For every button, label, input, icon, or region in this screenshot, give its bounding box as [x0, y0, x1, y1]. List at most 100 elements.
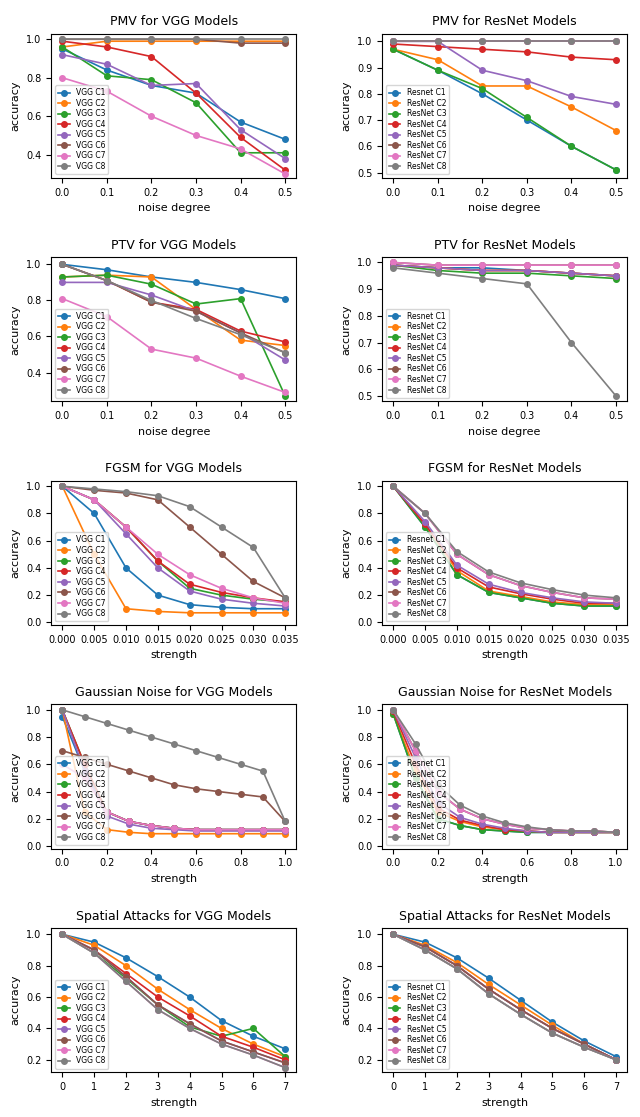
VGG C7 — [148, 343, 156, 356]
X-axis label: strength: strength — [150, 873, 197, 884]
VGG C7 — [154, 1003, 162, 1016]
Line: ResNet C3: ResNet C3 — [390, 932, 619, 1062]
ResNet C8 — [612, 591, 620, 604]
ResNet C6 — [548, 1022, 556, 1035]
ResNet C2 — [548, 1019, 556, 1032]
ResNet C2 — [453, 564, 461, 577]
Title: FGSM for VGG Models: FGSM for VGG Models — [105, 462, 243, 476]
VGG C1 — [282, 292, 289, 305]
VGG C2 — [122, 960, 130, 973]
ResNet C2 — [612, 825, 620, 839]
ResNet C8 — [523, 277, 531, 290]
Line: ResNet C2: ResNet C2 — [390, 484, 619, 608]
ResNet C7 — [590, 824, 598, 838]
VGG C7 — [214, 823, 222, 837]
Y-axis label: accuracy: accuracy — [10, 752, 20, 802]
Resnet C1 — [501, 824, 509, 838]
ResNet C5 — [479, 264, 486, 277]
VGG C3 — [148, 277, 156, 290]
ResNet C4 — [523, 264, 531, 277]
Line: ResNet C5: ResNet C5 — [390, 39, 619, 107]
VGG C6 — [90, 943, 98, 956]
VGG C3 — [103, 69, 111, 83]
VGG C7 — [58, 71, 66, 85]
VGG C6 — [58, 32, 66, 46]
Line: Resnet C1: Resnet C1 — [390, 262, 619, 278]
ResNet C2 — [580, 1038, 588, 1051]
ResNet C7 — [580, 591, 588, 604]
VGG C3 — [103, 268, 111, 281]
ResNet C2 — [389, 707, 397, 720]
VGG C4 — [125, 814, 133, 828]
Title: Spatial Attacks for ResNet Models: Spatial Attacks for ResNet Models — [399, 909, 611, 923]
VGG C1 — [186, 598, 193, 611]
VGG C6 — [186, 1016, 193, 1030]
ResNet C3 — [612, 163, 620, 176]
Line: ResNet C8: ResNet C8 — [390, 707, 619, 836]
Line: VGG C8: VGG C8 — [60, 261, 288, 355]
ResNet C4 — [516, 588, 524, 601]
ResNet C8 — [479, 810, 486, 823]
ResNet C4 — [590, 825, 598, 839]
ResNet C4 — [453, 960, 461, 973]
VGG C2 — [58, 927, 66, 941]
ResNet C7 — [580, 1041, 588, 1054]
ResNet C6 — [612, 1053, 620, 1067]
VGG C7 — [192, 823, 200, 837]
Line: VGG C7: VGG C7 — [60, 75, 288, 176]
ResNet C3 — [612, 600, 620, 613]
ResNet C4 — [456, 813, 464, 827]
VGG C3 — [154, 554, 162, 567]
ResNet C2 — [479, 264, 486, 277]
ResNet C6 — [389, 35, 397, 48]
ResNet C7 — [612, 258, 620, 271]
VGG C6 — [282, 591, 289, 604]
ResNet C3 — [434, 64, 442, 77]
ResNet C6 — [389, 256, 397, 269]
Legend: VGG C1, VGG C2, VGG C3, VGG C4, VGG C5, VGG C6, VGG C7, VGG C8: VGG C1, VGG C2, VGG C3, VGG C4, VGG C5, … — [55, 308, 108, 398]
VGG C7 — [259, 823, 267, 837]
Title: PMV for ResNet Models: PMV for ResNet Models — [433, 16, 577, 28]
ResNet C5 — [434, 795, 442, 809]
ResNet C5 — [453, 558, 461, 572]
Legend: Resnet C1, ResNet C2, ResNet C3, ResNet C4, ResNet C5, ResNet C6, ResNet C7, Res: Resnet C1, ResNet C2, ResNet C3, ResNet … — [386, 308, 449, 398]
Title: Spatial Attacks for VGG Models: Spatial Attacks for VGG Models — [76, 909, 271, 923]
Line: VGG C3: VGG C3 — [60, 484, 288, 604]
VGG C4 — [58, 479, 66, 493]
Line: VGG C8: VGG C8 — [60, 707, 288, 824]
ResNet C5 — [590, 825, 598, 839]
VGG C3 — [186, 582, 193, 595]
VGG C3 — [154, 999, 162, 1012]
ResNet C4 — [453, 561, 461, 574]
ResNet C2 — [389, 927, 397, 941]
ResNet C3 — [389, 927, 397, 941]
ResNet C8 — [389, 261, 397, 275]
VGG C2 — [259, 827, 267, 840]
ResNet C7 — [612, 592, 620, 605]
ResNet C4 — [545, 825, 553, 839]
VGG C7 — [58, 479, 66, 493]
VGG C7 — [218, 1038, 225, 1051]
ResNet C4 — [389, 37, 397, 50]
ResNet C5 — [612, 269, 620, 283]
VGG C8 — [148, 731, 156, 744]
ResNet C8 — [568, 336, 575, 350]
ResNet C7 — [389, 927, 397, 941]
ResNet C7 — [485, 987, 493, 1001]
ResNet C6 — [453, 547, 461, 561]
VGG C8 — [90, 946, 98, 960]
VGG C1 — [282, 133, 289, 146]
Line: ResNet C3: ResNet C3 — [390, 712, 619, 836]
ResNet C8 — [479, 271, 486, 285]
VGG C6 — [154, 999, 162, 1012]
VGG C2 — [103, 268, 111, 281]
ResNet C5 — [456, 811, 464, 824]
VGG C8 — [237, 328, 244, 342]
VGG C2 — [250, 607, 257, 620]
ResNet C8 — [580, 589, 588, 602]
VGG C1 — [103, 64, 111, 77]
ResNet C6 — [479, 812, 486, 825]
ResNet C5 — [485, 983, 493, 996]
ResNet C2 — [612, 598, 620, 611]
ResNet C8 — [548, 1027, 556, 1040]
